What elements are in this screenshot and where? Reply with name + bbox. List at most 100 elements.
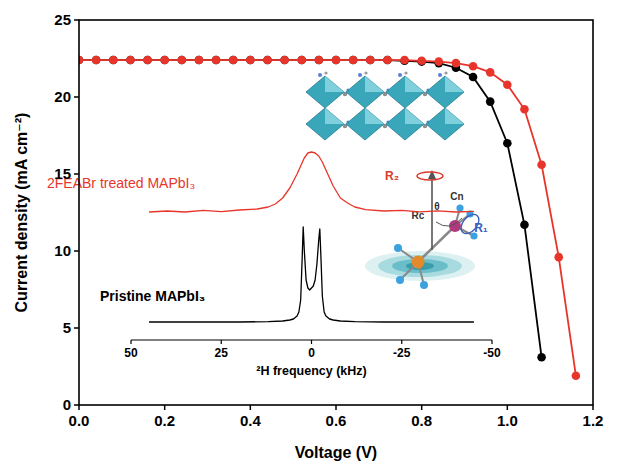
y-tick xyxy=(74,250,79,252)
jv-point xyxy=(280,56,289,65)
surface-molecule xyxy=(318,73,322,77)
inset-tick xyxy=(311,340,312,344)
y-tick xyxy=(74,173,79,175)
x-tick-label: 1.2 xyxy=(583,412,604,429)
spectrum xyxy=(149,152,474,212)
rotation-disc xyxy=(378,255,462,277)
jv-point xyxy=(383,56,392,65)
jv-point xyxy=(195,56,204,65)
inset-tick-label: 50 xyxy=(124,346,138,360)
octahedron-face xyxy=(325,76,344,92)
y-tick-label: 10 xyxy=(54,242,71,259)
jv-point xyxy=(92,56,101,65)
jv-point xyxy=(554,253,563,262)
jv-point xyxy=(503,80,512,89)
jv-point xyxy=(503,139,512,148)
atom-c xyxy=(412,256,425,269)
jv-point xyxy=(366,56,375,65)
inset-tick xyxy=(130,340,131,344)
jv-point xyxy=(212,56,221,65)
surface-molecule xyxy=(404,71,407,74)
octahedron-face xyxy=(325,108,344,124)
inset-tick-label: 25 xyxy=(215,346,229,360)
spectrum-label: Pristine MAPbI₃ xyxy=(100,288,205,304)
jv-point xyxy=(315,56,324,65)
inset-tick xyxy=(491,340,492,344)
x-tick-label: 0.0 xyxy=(69,412,90,429)
jv-point xyxy=(195,56,204,65)
jv-point xyxy=(435,57,444,66)
jv-point xyxy=(160,56,169,65)
y-tick-label: 15 xyxy=(54,165,71,182)
rotation-disc xyxy=(365,251,475,281)
octahedron xyxy=(346,108,384,140)
spectrum xyxy=(149,227,474,322)
x-tick-label: 1.0 xyxy=(497,412,518,429)
jv-point xyxy=(452,59,461,68)
jv-point xyxy=(469,73,478,82)
jv-point xyxy=(400,56,409,65)
jv-point xyxy=(263,56,272,65)
plot-frame xyxy=(79,20,593,405)
jv-point xyxy=(143,56,152,65)
jv-point xyxy=(160,56,169,65)
jv-point xyxy=(417,57,426,66)
y-tick xyxy=(74,404,79,406)
atom-h xyxy=(420,281,428,289)
x-tick xyxy=(164,405,166,410)
jv-point xyxy=(486,97,495,106)
y-axis-title: Current density (mA cm⁻²) xyxy=(13,113,30,313)
y-tick-label: 25 xyxy=(54,11,71,28)
jv-point xyxy=(537,160,546,169)
jv-point xyxy=(280,56,289,65)
axis-arrow xyxy=(431,176,433,250)
jv-point xyxy=(92,56,101,65)
jv-point xyxy=(126,56,135,65)
jv-point xyxy=(383,56,392,65)
jv-point xyxy=(332,56,341,65)
jv-point xyxy=(520,105,529,114)
jv-point xyxy=(246,56,255,65)
octahedron-face xyxy=(445,108,464,124)
jv-point xyxy=(332,56,341,65)
inset-tick xyxy=(401,340,402,344)
jv-point xyxy=(520,221,529,230)
octahedron xyxy=(426,108,464,140)
atom-h xyxy=(396,276,404,284)
x-axis-title: Voltage (V) xyxy=(295,444,377,461)
jv-point xyxy=(143,56,152,65)
octahedron-face xyxy=(365,108,384,124)
jv-point xyxy=(229,56,238,65)
bond xyxy=(418,226,455,262)
annotation: Cn xyxy=(450,191,463,202)
y-tick xyxy=(74,96,79,98)
x-tick xyxy=(592,405,594,410)
plot-area xyxy=(79,56,580,380)
annotation: R₂ xyxy=(385,169,399,183)
jv-point xyxy=(297,56,306,65)
surface-molecule xyxy=(358,73,362,77)
figure: R₂RcθCnR₁2FEABr treated MAPbI₃Pristine M… xyxy=(0,0,619,469)
x-tick-label: 0.8 xyxy=(411,412,432,429)
jv-point xyxy=(486,68,495,77)
angle-arc xyxy=(436,218,462,226)
octahedron-face xyxy=(445,76,464,92)
jv-curve xyxy=(79,60,576,376)
x-tick xyxy=(250,405,252,410)
x-tick xyxy=(507,405,509,410)
x-tick xyxy=(421,405,423,410)
jv-point xyxy=(469,62,478,71)
surface-molecule xyxy=(438,73,442,77)
octahedron xyxy=(306,76,344,108)
octahedron-face xyxy=(405,76,424,92)
y-tick-label: 0 xyxy=(63,396,71,413)
jv-point xyxy=(109,56,118,65)
atom-h xyxy=(456,204,463,211)
surface-molecule xyxy=(444,71,447,74)
octahedron xyxy=(306,108,344,140)
inset-tick-label: -50 xyxy=(483,346,501,360)
y-tick-label: 20 xyxy=(54,88,71,105)
octahedron-face xyxy=(365,76,384,92)
jv-point xyxy=(400,57,409,66)
octahedron xyxy=(386,108,424,140)
